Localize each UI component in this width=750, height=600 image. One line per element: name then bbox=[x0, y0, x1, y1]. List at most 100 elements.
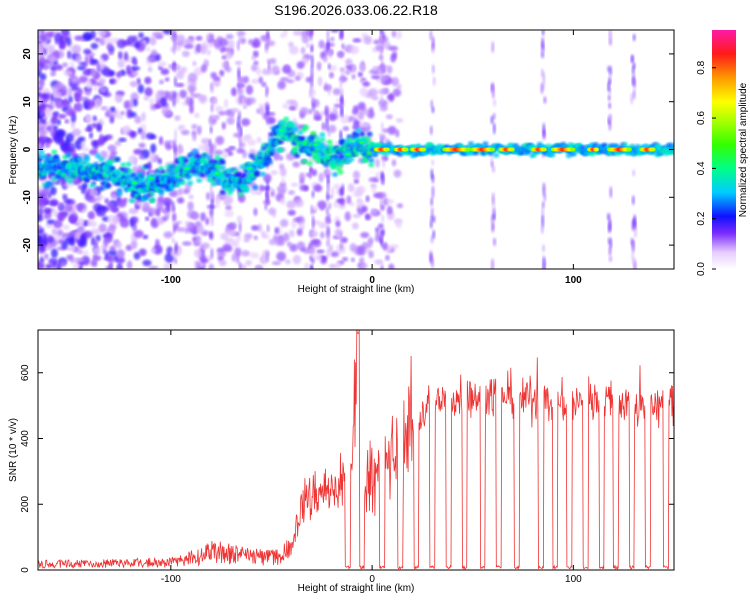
spectrogram-noise-cell bbox=[137, 165, 144, 172]
spectrogram-ridge-cell bbox=[196, 177, 203, 183]
spectrogram-streak-cell bbox=[339, 243, 343, 251]
spectrogram-ridge-cell bbox=[301, 158, 308, 164]
spectrogram-noise-cell bbox=[300, 247, 306, 252]
snr-x-axis-label: Height of straight line (km) bbox=[298, 583, 415, 594]
spectrogram-noise-cell bbox=[107, 201, 115, 209]
spectrogram-noise-cell bbox=[189, 86, 194, 97]
spectrogram-noise-cell bbox=[53, 32, 63, 43]
spectrogram-streak-cell bbox=[540, 82, 544, 95]
spectrogram-ridge-cell bbox=[241, 172, 248, 178]
spectrogram-noise-cell bbox=[277, 80, 286, 90]
spectrogram-x-tick-label: 100 bbox=[565, 275, 582, 286]
spectrogram-ridge-cell bbox=[366, 153, 373, 159]
spectrogram-ridge-cell bbox=[54, 158, 61, 164]
spectrogram-noise-cell bbox=[206, 49, 211, 56]
spectrogram-streak-cell bbox=[630, 54, 634, 63]
spectrogram-noise-cell bbox=[289, 45, 299, 55]
spectrogram-streak-cell bbox=[633, 78, 637, 89]
spectrogram-noise-cell bbox=[258, 106, 266, 116]
spectrogram-noise-cell bbox=[385, 254, 390, 261]
spectrogram-noise-cell bbox=[192, 212, 199, 220]
spectrogram-noise-cell bbox=[130, 216, 139, 224]
spectrogram-noise-cell bbox=[350, 257, 355, 263]
spectrogram-noise-cell bbox=[126, 64, 131, 75]
spectrogram-y-tick-label: 20 bbox=[22, 48, 33, 60]
spectrogram-noise-cell bbox=[283, 30, 288, 36]
spectrogram-noise-cell bbox=[258, 76, 263, 84]
spectrogram-noise-cell bbox=[165, 143, 172, 151]
spectrogram-noise-cell bbox=[370, 74, 381, 80]
spectrogram-noise-cell bbox=[196, 225, 205, 234]
spectrogram-noise-cell bbox=[107, 144, 117, 152]
spectrogram-noise-cell bbox=[335, 220, 341, 228]
spectrogram-noise-cell bbox=[148, 265, 159, 269]
spectrogram-noise-cell bbox=[285, 152, 296, 161]
spectrogram-noise-cell bbox=[46, 235, 54, 244]
spectrogram-noise-cell bbox=[183, 188, 190, 194]
spectrogram-noise-cell bbox=[360, 231, 370, 239]
colorbar-tick-label: 0.0 bbox=[696, 262, 707, 276]
spectrogram-noise-cell bbox=[51, 228, 58, 236]
spectrogram-noise-cell bbox=[66, 254, 73, 261]
spectrogram-noise-cell bbox=[356, 199, 365, 209]
spectrogram-streak-cell bbox=[326, 248, 330, 259]
spectrogram-noise-cell bbox=[123, 51, 129, 61]
spectrogram-noise-cell bbox=[236, 148, 245, 154]
spectrogram-noise-cell bbox=[188, 194, 194, 199]
spectrogram-noise-cell bbox=[179, 124, 186, 130]
spectrogram-noise-cell bbox=[58, 137, 64, 145]
spectrogram-streak-cell bbox=[431, 258, 435, 269]
spectrogram-noise-cell bbox=[251, 55, 256, 61]
spectrogram-noise-cell bbox=[117, 51, 123, 60]
spectrogram-noise-cell bbox=[268, 238, 277, 246]
spectrogram-ridge-cell bbox=[308, 137, 315, 143]
spectrogram-streak-cell bbox=[491, 258, 495, 269]
spectrogram-streak-cell bbox=[492, 112, 496, 120]
spectrogram-noise-cell bbox=[150, 247, 157, 254]
spectrogram-noise-cell bbox=[176, 197, 185, 204]
spectrogram-noise-cell bbox=[187, 72, 198, 83]
spectrogram-noise-cell bbox=[129, 111, 137, 118]
snr-y-tick-label: 0 bbox=[20, 567, 31, 573]
spectrogram-noise-cell bbox=[374, 227, 380, 233]
spectrogram-noise-cell bbox=[338, 197, 346, 206]
spectrogram-ridge-cell bbox=[89, 182, 96, 188]
spectrogram-streak-cell bbox=[172, 205, 176, 213]
spectrogram-ridge-cell bbox=[219, 165, 226, 171]
spectrogram-ridge-cell bbox=[281, 121, 288, 127]
spectrogram-noise-cell bbox=[320, 231, 325, 239]
spectrogram-streak-cell bbox=[209, 39, 213, 49]
spectrogram-streak-cell bbox=[172, 48, 176, 55]
spectrogram-noise-cell bbox=[217, 251, 227, 257]
spectrogram-noise-cell bbox=[213, 149, 224, 156]
spectrogram-noise-cell bbox=[311, 89, 316, 97]
spectrogram-noise-cell bbox=[304, 262, 310, 269]
spectrogram-streak-cell bbox=[237, 126, 241, 138]
spectrogram-noise-cell bbox=[228, 222, 238, 230]
spectrogram-ridge-cell bbox=[353, 151, 360, 157]
spectrogram-streak-cell bbox=[266, 31, 270, 38]
spectrogram-noise-cell bbox=[62, 224, 70, 231]
spectrogram-noise-cell bbox=[192, 131, 197, 142]
spectrogram-noise-cell bbox=[347, 184, 355, 193]
spectrogram-streak-cell bbox=[631, 64, 635, 75]
spectrogram-noise-cell bbox=[95, 234, 101, 242]
spectrogram-noise-cell bbox=[81, 255, 91, 266]
spectrogram-noise-cell bbox=[227, 151, 234, 156]
spectrogram-noise-cell bbox=[355, 186, 364, 196]
spectrogram-noise-cell bbox=[38, 185, 44, 191]
spectrogram-noise-cell bbox=[268, 207, 277, 215]
spectrogram-ridge-cell bbox=[290, 122, 297, 128]
spectrogram-streak-cell bbox=[341, 43, 345, 50]
spectrogram-streak-cell bbox=[607, 212, 611, 221]
spectrogram-noise-cell bbox=[303, 185, 309, 192]
spectrogram-noise-cell bbox=[314, 254, 322, 261]
spectrogram-noise-cell bbox=[76, 217, 85, 227]
spectrogram-noise-cell bbox=[256, 67, 262, 76]
spectrogram-streak-cell bbox=[632, 169, 636, 177]
spectrogram-noise-cell bbox=[98, 78, 106, 85]
spectrogram-noise-cell bbox=[49, 198, 59, 207]
spectrogram-noise-cell bbox=[163, 263, 170, 269]
